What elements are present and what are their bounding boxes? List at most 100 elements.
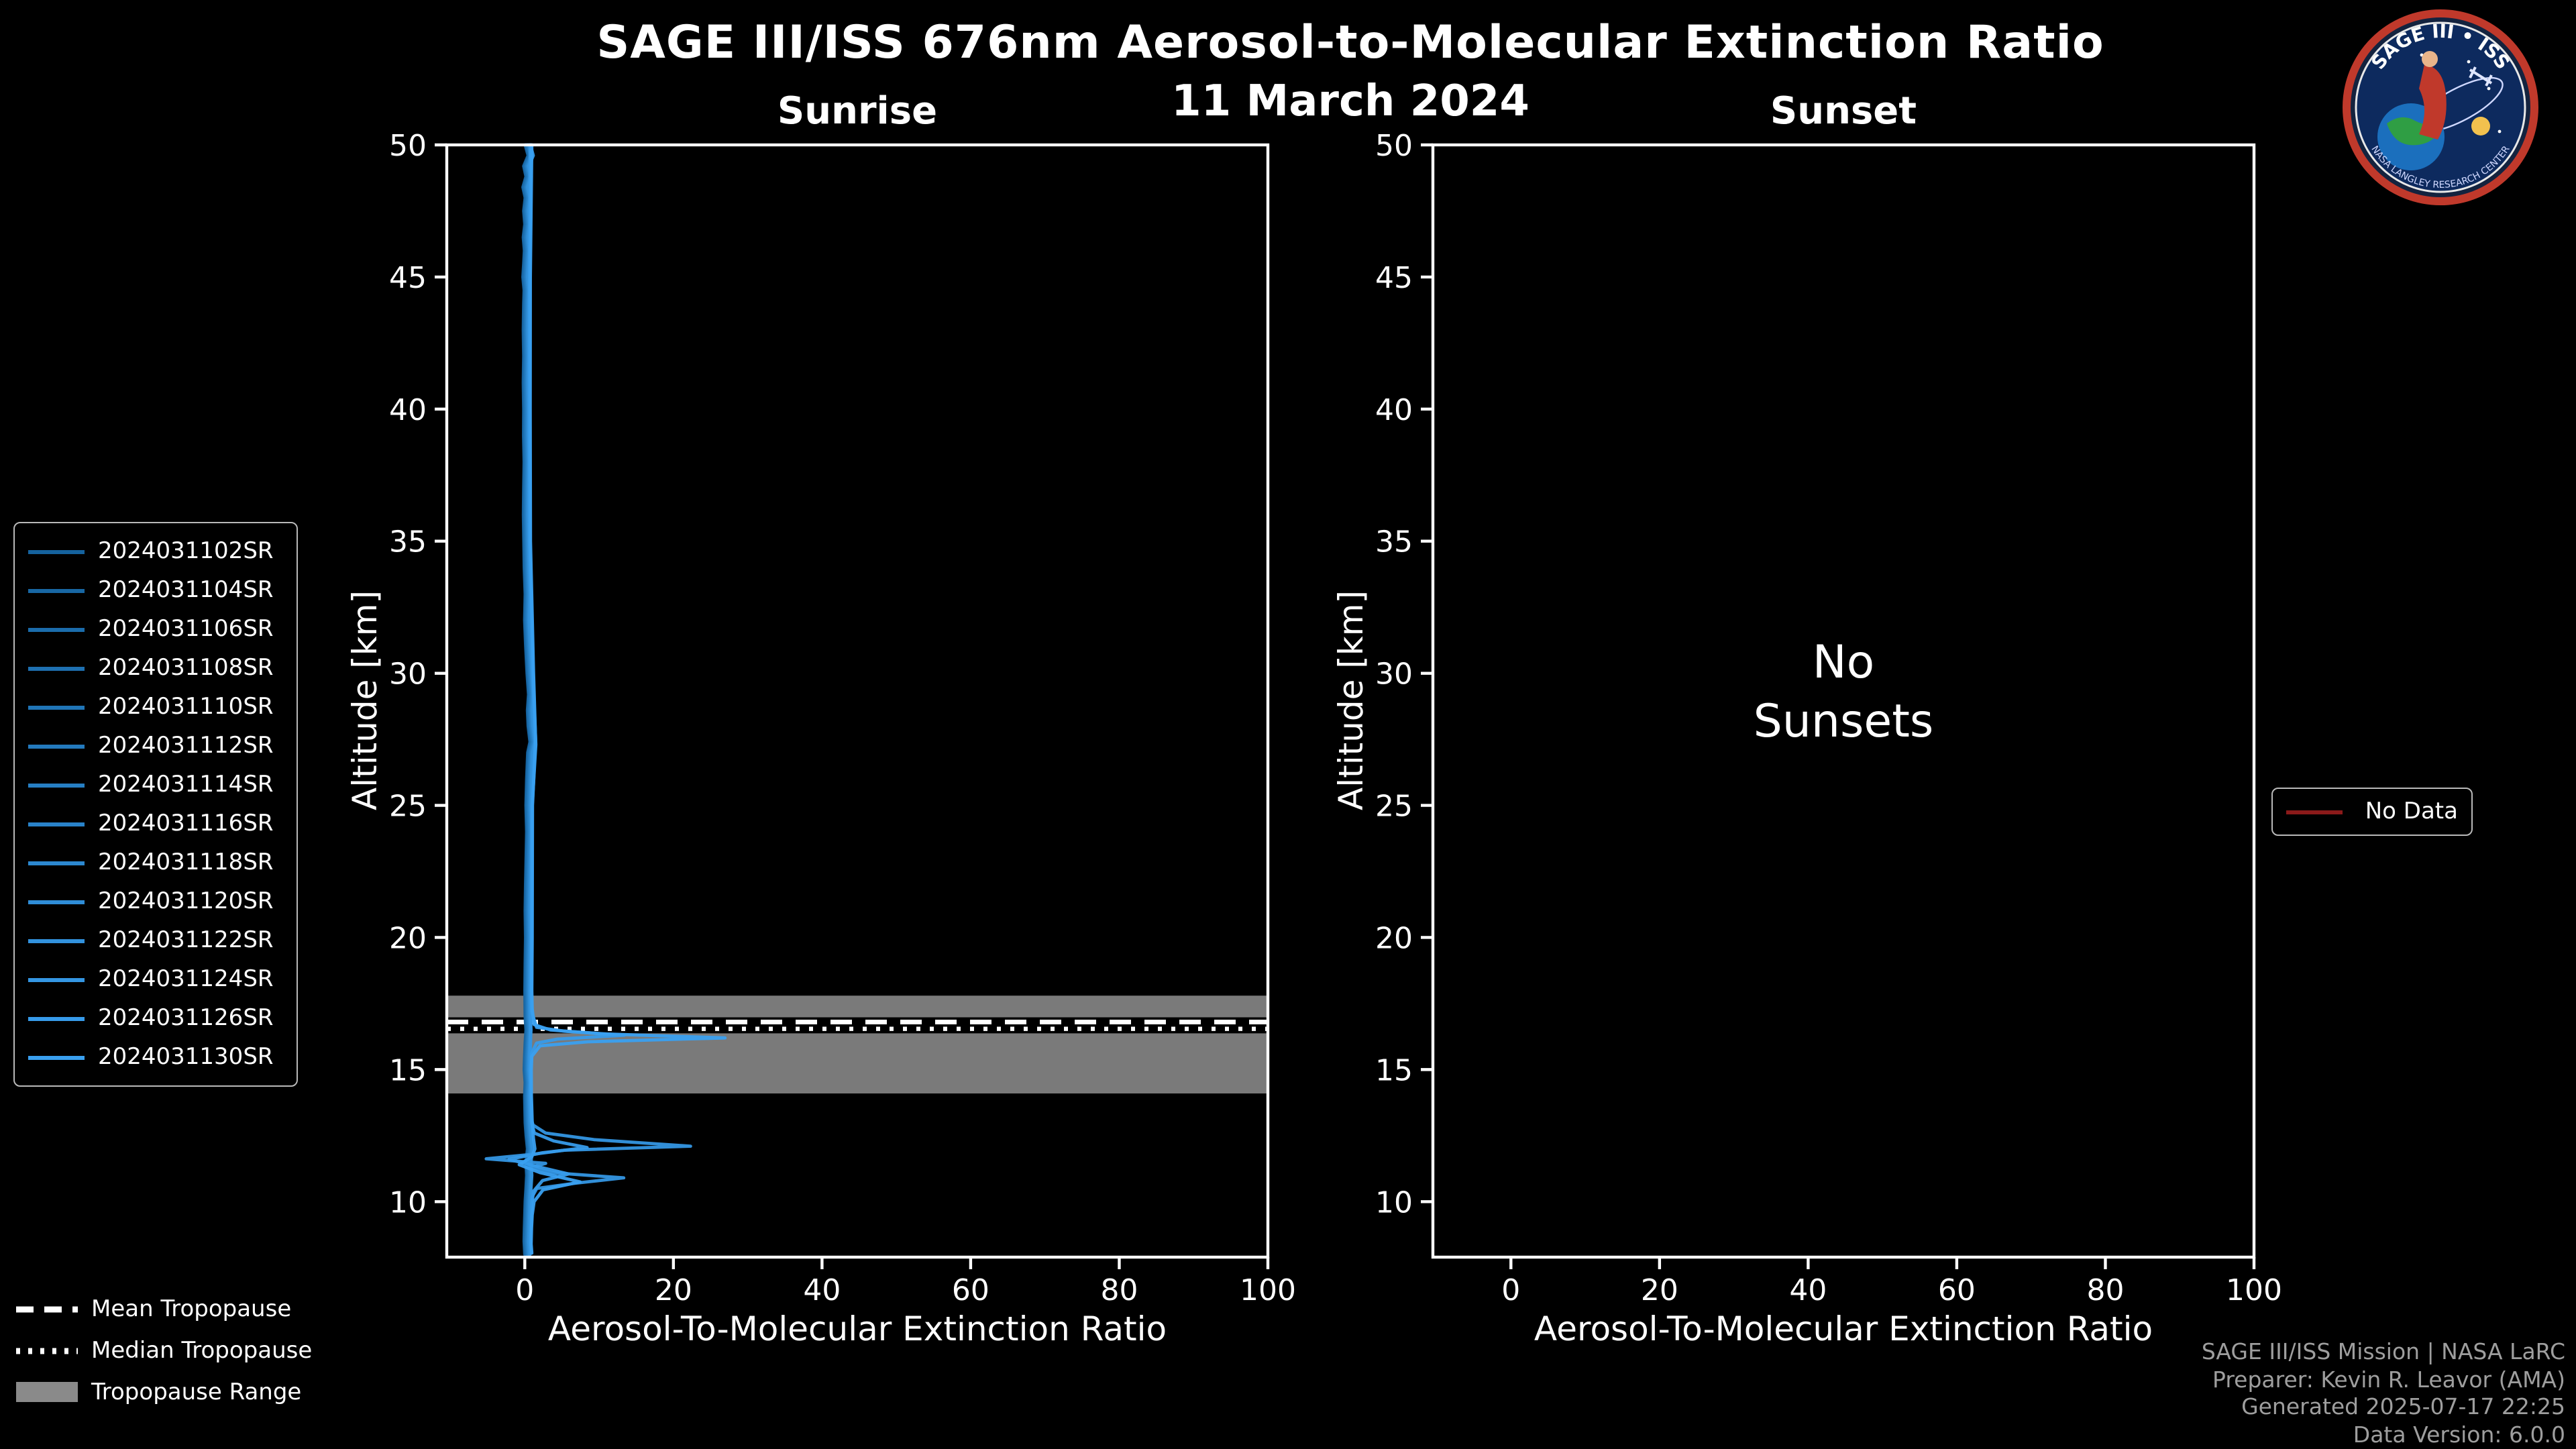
event-legend-item: 2024031120SR: [28, 883, 283, 920]
tropopause-range-legend-item: Tropopause Range: [16, 1375, 312, 1409]
no-sunsets-annotation: No Sunsets: [1433, 633, 2254, 752]
event-legend-swatch: [28, 822, 85, 826]
mean-tropopause-legend-item: Mean Tropopause: [16, 1292, 312, 1326]
y-tick-label: 25: [1375, 790, 1413, 824]
event-legend-swatch: [28, 744, 85, 748]
y-tick-label: 35: [1375, 525, 1413, 559]
median-tropopause-legend-item: Median Tropopause: [16, 1334, 312, 1367]
event-legend-label: 2024031114SR: [98, 771, 274, 798]
event-legend-label: 2024031130SR: [98, 1044, 274, 1071]
profile-line: [517, 143, 727, 1255]
median-tropopause-label: Median Tropopause: [91, 1337, 313, 1364]
no-sunsets-line1: No: [1812, 636, 1875, 690]
y-tick-label: 45: [1375, 261, 1413, 295]
event-legend-item: 2024031112SR: [28, 727, 283, 765]
y-tick-label: 10: [389, 1185, 427, 1220]
event-legend-swatch: [28, 900, 85, 904]
event-legend-label: 2024031112SR: [98, 733, 274, 759]
event-legend-label: 2024031110SR: [98, 694, 274, 720]
event-legend-item: 2024031116SR: [28, 805, 283, 843]
y-tick-label: 10: [1375, 1185, 1413, 1220]
sunset-plot: 0 20 40 60 80 100 10 15 20 25 30 35 40 45 50: [1375, 129, 2282, 1307]
chart-title: SAGE III/ISS 676nm Aerosol-to-Molecular …: [596, 16, 2104, 70]
event-legend-swatch: [28, 666, 85, 670]
event-legend-item: 2024031114SR: [28, 766, 283, 804]
logo-sage-figure: [2419, 64, 2447, 140]
no-data-label: No Data: [2365, 798, 2458, 825]
footer-line: Generated 2025-07-17 22:25: [2241, 1394, 2565, 1420]
x-tick-label: 0: [1501, 1273, 1520, 1307]
x-tick-label: 80: [1100, 1273, 1138, 1307]
event-legend-label: 2024031118SR: [98, 849, 274, 876]
event-legend-item: 2024031122SR: [28, 922, 283, 959]
event-legend-swatch: [28, 588, 85, 592]
event-legend-label: 2024031102SR: [98, 538, 274, 565]
y-tick-label: 50: [1375, 129, 1413, 163]
event-legend-label: 2024031124SR: [98, 966, 274, 993]
x-tick-label: 0: [515, 1273, 534, 1307]
mean-tropopause-label: Mean Tropopause: [91, 1295, 292, 1322]
event-legend-label: 2024031106SR: [98, 616, 274, 643]
event-legend-label: 2024031126SR: [98, 1005, 274, 1032]
y-tick-label: 25: [389, 790, 427, 824]
event-legend-swatch: [28, 861, 85, 865]
event-legend: 2024031102SR 2024031104SR 2024031106SR 2024…: [13, 522, 298, 1087]
x-tick-label: 60: [1938, 1273, 1976, 1307]
y-tick-label: 30: [1375, 657, 1413, 692]
x-tick-label: 100: [2226, 1273, 2282, 1307]
event-legend-item: 2024031108SR: [28, 649, 283, 687]
x-tick-label: 20: [1641, 1273, 1678, 1307]
no-data-swatch: [2286, 810, 2343, 814]
no-data-legend: No Data: [2271, 788, 2473, 836]
event-legend-swatch: [28, 783, 85, 787]
tropopause-range-band: [447, 996, 1268, 1093]
event-legend-item: 2024031124SR: [28, 961, 283, 998]
event-legend-swatch: [28, 938, 85, 943]
event-legend-item: 2024031104SR: [28, 572, 283, 609]
x-tick-label: 40: [1789, 1273, 1827, 1307]
event-legend-swatch: [28, 705, 85, 709]
sunset-panel-title: Sunset: [1770, 89, 1917, 133]
x-tick-label: 80: [2086, 1273, 2124, 1307]
sunrise-x-axis-label: Aerosol-To-Molecular Extinction Ratio: [547, 1309, 1167, 1348]
sunset-x-axis-label: Aerosol-To-Molecular Extinction Ratio: [1534, 1309, 2153, 1348]
footer-line: Preparer: Kevin R. Leavor (AMA): [2212, 1366, 2565, 1393]
event-legend-swatch: [28, 549, 85, 553]
x-tick-label: 40: [803, 1273, 841, 1307]
event-legend-label: 2024031108SR: [98, 655, 274, 682]
event-legend-item: 2024031126SR: [28, 1000, 283, 1037]
tropopause-range-label: Tropopause Range: [91, 1379, 302, 1405]
y-tick-label: 15: [1375, 1053, 1413, 1087]
sunrise-panel-title: Sunrise: [777, 89, 938, 133]
sunset-panel-border: [1431, 143, 2256, 1259]
event-legend-item: 2024031102SR: [28, 533, 283, 570]
event-legend-label: 2024031116SR: [98, 810, 274, 837]
x-tick-label: 100: [1240, 1273, 1296, 1307]
y-tick-label: 20: [1375, 921, 1413, 955]
y-tick-label: 30: [389, 657, 427, 692]
sunset-y-axis-label: Altitude [km]: [1332, 590, 1371, 810]
x-tick-label: 20: [655, 1273, 692, 1307]
tropopause-legend: Mean Tropopause Median Tropopause Tropop…: [16, 1292, 312, 1417]
chart-date: 11 March 2024: [1171, 75, 1529, 126]
event-legend-item: 2024031130SR: [28, 1038, 283, 1076]
y-tick-label: 50: [389, 129, 427, 163]
y-tick-label: 40: [1375, 393, 1413, 427]
footer-credits: SAGE III/ISS Mission | NASA LaRC Preparer…: [2202, 1339, 2565, 1449]
no-sunsets-line2: Sunsets: [1753, 695, 1934, 749]
median-tropopause-swatch: [16, 1347, 78, 1354]
x-tick-label: 60: [952, 1273, 989, 1307]
event-legend-swatch: [28, 1055, 85, 1059]
event-legend-swatch: [28, 1016, 85, 1020]
event-legend-label: 2024031122SR: [98, 927, 274, 954]
mean-tropopause-swatch: [16, 1305, 78, 1312]
y-tick-label: 45: [389, 261, 427, 295]
event-legend-label: 2024031120SR: [98, 888, 274, 915]
logo-sage-head: [2422, 51, 2438, 67]
logo-earth-land: [2387, 117, 2442, 146]
event-legend-item: 2024031110SR: [28, 688, 283, 726]
y-tick-label: 35: [389, 525, 427, 559]
event-legend-item: 2024031106SR: [28, 610, 283, 648]
event-legend-label: 2024031104SR: [98, 577, 274, 604]
